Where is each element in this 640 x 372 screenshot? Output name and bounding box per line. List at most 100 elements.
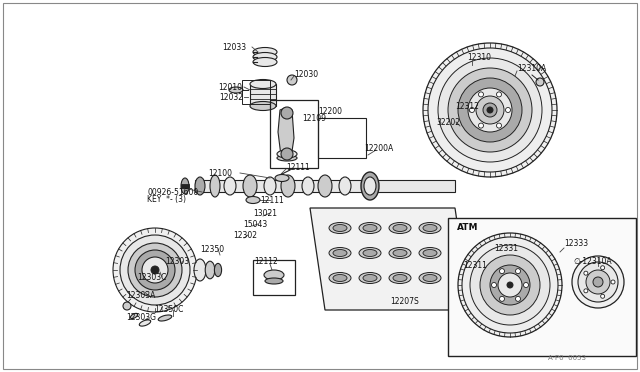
Circle shape <box>584 289 588 293</box>
Ellipse shape <box>329 273 351 283</box>
Text: 12033: 12033 <box>222 42 246 51</box>
Text: 12311: 12311 <box>463 260 487 269</box>
Ellipse shape <box>195 177 205 195</box>
Ellipse shape <box>205 261 215 279</box>
Text: 12331: 12331 <box>494 244 518 253</box>
Circle shape <box>487 107 493 113</box>
Ellipse shape <box>265 278 283 284</box>
Text: 12111: 12111 <box>286 163 310 171</box>
Circle shape <box>151 266 159 274</box>
Circle shape <box>499 296 504 301</box>
Ellipse shape <box>275 174 289 182</box>
Circle shape <box>584 271 588 275</box>
Circle shape <box>462 237 558 333</box>
Ellipse shape <box>253 48 277 57</box>
Circle shape <box>470 245 550 325</box>
Ellipse shape <box>329 247 351 259</box>
Text: 12303G: 12303G <box>126 314 156 323</box>
Ellipse shape <box>210 175 220 197</box>
Circle shape <box>281 148 293 160</box>
Circle shape <box>593 277 603 287</box>
Ellipse shape <box>363 275 377 282</box>
Circle shape <box>515 269 520 274</box>
Text: 12111: 12111 <box>260 196 284 205</box>
Circle shape <box>497 92 502 97</box>
Text: 12302: 12302 <box>233 231 257 240</box>
Circle shape <box>135 250 175 290</box>
Bar <box>250 84 276 106</box>
Circle shape <box>499 269 504 274</box>
Text: ∅-12310A: ∅-12310A <box>573 257 612 266</box>
Circle shape <box>506 108 511 112</box>
Text: 12200: 12200 <box>318 106 342 115</box>
Ellipse shape <box>158 315 172 321</box>
Ellipse shape <box>333 224 347 231</box>
Ellipse shape <box>329 222 351 234</box>
Text: 12312: 12312 <box>455 102 479 110</box>
Ellipse shape <box>333 250 347 257</box>
Circle shape <box>476 96 504 124</box>
Circle shape <box>479 92 483 97</box>
Circle shape <box>479 123 483 128</box>
Ellipse shape <box>393 275 407 282</box>
Bar <box>270 100 318 168</box>
Ellipse shape <box>229 87 243 93</box>
Ellipse shape <box>246 196 260 203</box>
Ellipse shape <box>194 259 206 281</box>
Text: 12112: 12112 <box>254 257 278 266</box>
Circle shape <box>492 282 497 288</box>
Ellipse shape <box>318 175 332 197</box>
Circle shape <box>438 58 542 162</box>
Ellipse shape <box>214 263 221 277</box>
Circle shape <box>123 302 131 310</box>
Ellipse shape <box>361 172 379 200</box>
Circle shape <box>281 107 293 119</box>
Ellipse shape <box>389 273 411 283</box>
Ellipse shape <box>131 313 138 319</box>
Text: 12200A: 12200A <box>364 144 393 153</box>
Circle shape <box>524 282 529 288</box>
Circle shape <box>572 256 624 308</box>
Text: 12100: 12100 <box>208 169 232 177</box>
Circle shape <box>515 296 520 301</box>
Circle shape <box>458 233 562 337</box>
Text: 12303: 12303 <box>165 257 189 266</box>
Ellipse shape <box>250 102 276 110</box>
Ellipse shape <box>281 175 295 197</box>
Ellipse shape <box>359 247 381 259</box>
Text: 12333: 12333 <box>564 238 588 247</box>
Ellipse shape <box>333 275 347 282</box>
Ellipse shape <box>423 224 437 231</box>
Text: 12303A: 12303A <box>126 292 156 301</box>
Ellipse shape <box>419 247 441 259</box>
Text: 12310: 12310 <box>467 52 491 61</box>
Ellipse shape <box>363 224 377 231</box>
Ellipse shape <box>250 80 276 89</box>
Circle shape <box>586 270 610 294</box>
Ellipse shape <box>419 222 441 234</box>
Ellipse shape <box>423 250 437 257</box>
Text: 32202: 32202 <box>436 118 460 126</box>
Ellipse shape <box>243 175 257 197</box>
Circle shape <box>490 265 530 305</box>
Text: 12310A: 12310A <box>517 64 547 73</box>
Bar <box>242 80 270 104</box>
Ellipse shape <box>264 177 276 195</box>
Circle shape <box>287 75 297 85</box>
Circle shape <box>536 78 544 86</box>
Circle shape <box>498 273 522 297</box>
Ellipse shape <box>363 250 377 257</box>
Ellipse shape <box>302 177 314 195</box>
Text: 13021: 13021 <box>253 208 277 218</box>
Text: 00926-51600: 00926-51600 <box>147 187 198 196</box>
Ellipse shape <box>419 273 441 283</box>
Bar <box>181 184 189 188</box>
Bar <box>318 118 366 158</box>
Ellipse shape <box>181 178 189 194</box>
Circle shape <box>600 294 605 298</box>
Ellipse shape <box>277 150 297 158</box>
Text: 15043: 15043 <box>243 219 268 228</box>
Text: 12030: 12030 <box>294 70 318 78</box>
Ellipse shape <box>224 177 236 195</box>
Text: 12303C: 12303C <box>137 273 166 282</box>
